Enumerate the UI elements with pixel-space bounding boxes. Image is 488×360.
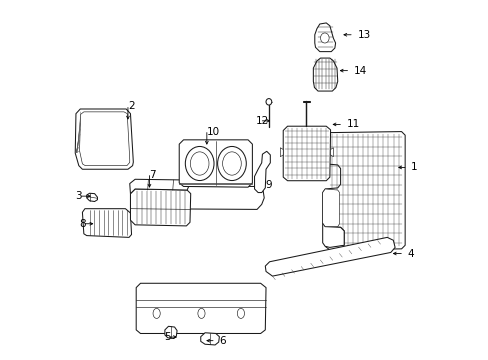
Polygon shape [75, 109, 133, 169]
Polygon shape [330, 148, 333, 157]
Polygon shape [265, 237, 394, 276]
Ellipse shape [237, 309, 244, 319]
Text: 8: 8 [79, 219, 85, 229]
Polygon shape [179, 183, 252, 184]
Ellipse shape [153, 309, 160, 319]
Text: 6: 6 [219, 336, 225, 346]
Ellipse shape [320, 33, 328, 43]
Text: 1: 1 [410, 162, 417, 172]
Polygon shape [179, 140, 252, 187]
Polygon shape [314, 23, 335, 51]
Polygon shape [254, 151, 270, 193]
Polygon shape [129, 179, 190, 194]
Text: 7: 7 [149, 170, 156, 180]
Text: 12: 12 [255, 116, 269, 126]
Polygon shape [280, 148, 283, 157]
Text: 4: 4 [407, 248, 413, 258]
Text: 11: 11 [346, 120, 359, 129]
Ellipse shape [190, 152, 208, 175]
Polygon shape [136, 283, 265, 333]
Polygon shape [130, 189, 190, 226]
Polygon shape [86, 193, 97, 202]
Ellipse shape [185, 147, 214, 180]
Text: 3: 3 [75, 191, 81, 201]
Ellipse shape [265, 99, 271, 105]
Text: 2: 2 [128, 102, 134, 112]
Polygon shape [322, 223, 344, 247]
Ellipse shape [217, 147, 246, 180]
Text: 14: 14 [353, 66, 366, 76]
Ellipse shape [222, 152, 241, 175]
Polygon shape [322, 132, 405, 250]
Polygon shape [201, 333, 219, 345]
Polygon shape [322, 189, 339, 226]
Text: 5: 5 [163, 332, 170, 342]
Text: 10: 10 [206, 127, 220, 136]
Text: 13: 13 [357, 30, 370, 40]
Polygon shape [131, 186, 264, 210]
Polygon shape [80, 112, 129, 166]
Polygon shape [82, 209, 131, 237]
Polygon shape [164, 326, 177, 338]
Polygon shape [313, 58, 337, 91]
Ellipse shape [198, 309, 204, 319]
Text: 9: 9 [265, 180, 271, 190]
Polygon shape [283, 126, 330, 181]
